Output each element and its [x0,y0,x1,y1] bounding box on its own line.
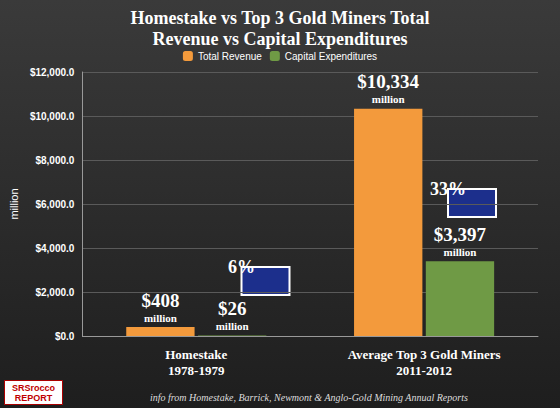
svg-text:million: million [8,188,20,219]
svg-text:$10,000.0: $10,000.0 [30,111,75,122]
svg-text:$10,334: $10,334 [357,71,419,92]
svg-text:SRSrocco: SRSrocco [12,383,56,393]
svg-text:$3,397: $3,397 [434,224,487,245]
svg-text:33%: 33% [430,179,466,199]
svg-text:Total Revenue: Total Revenue [198,51,262,62]
svg-text:million: million [216,320,249,332]
svg-text:Revenue vs Capital Expenditure: Revenue vs Capital Expenditures [152,29,407,49]
svg-text:Capital Expenditures: Capital Expenditures [285,51,377,62]
svg-text:REPORT: REPORT [15,393,53,403]
svg-text:6%: 6% [228,257,255,277]
svg-text:million: million [443,246,476,258]
svg-text:$12,000.0: $12,000.0 [30,67,75,78]
svg-text:Homestake: Homestake [165,347,227,362]
svg-text:info from Homestake, Barrick,: info from Homestake, Barrick, Newmont & … [150,392,468,403]
svg-text:$26: $26 [218,298,247,319]
svg-text:$4,000.0: $4,000.0 [35,243,74,254]
svg-text:Homestake vs Top 3 Gold Miners: Homestake vs Top 3 Gold Miners Total [130,8,429,28]
svg-text:2011-2012: 2011-2012 [396,363,452,378]
svg-text:$408: $408 [141,290,179,311]
svg-text:$6,000.0: $6,000.0 [35,199,74,210]
svg-text:million: million [372,93,405,105]
svg-text:1978-1979: 1978-1979 [168,363,225,378]
svg-text:$8,000.0: $8,000.0 [35,155,74,166]
svg-text:$2,000.0: $2,000.0 [35,287,74,298]
svg-text:$0.0: $0.0 [55,331,75,342]
svg-text:Average Top 3 Gold Miners: Average Top 3 Gold Miners [348,347,501,362]
svg-text:million: million [144,312,177,324]
